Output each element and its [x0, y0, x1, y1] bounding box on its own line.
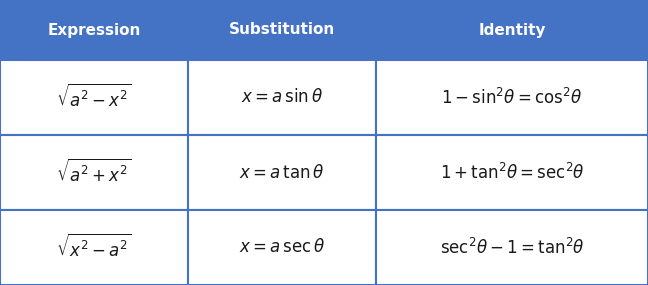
Bar: [188, 0, 376, 60]
Text: $x = a\,\tan\theta$: $x = a\,\tan\theta$: [239, 164, 325, 182]
Text: $\sec^2\!\theta - 1 = \tan^2\!\theta$: $\sec^2\!\theta - 1 = \tan^2\!\theta$: [439, 237, 584, 258]
Text: Identity: Identity: [478, 23, 546, 38]
Text: $x = a\,\sec\theta$: $x = a\,\sec\theta$: [239, 239, 325, 256]
Bar: [188, 210, 376, 285]
Bar: [0, 210, 188, 285]
Bar: [0, 135, 188, 210]
Bar: [376, 0, 648, 60]
Text: $x = a\,\sin\theta$: $x = a\,\sin\theta$: [241, 89, 323, 107]
Bar: [188, 60, 376, 135]
Text: Expression: Expression: [47, 23, 141, 38]
Text: $1 + \tan^2\!\theta = \sec^2\!\theta$: $1 + \tan^2\!\theta = \sec^2\!\theta$: [439, 162, 584, 183]
Bar: [188, 135, 376, 210]
Text: $1 - \sin^2\!\theta = \cos^2\!\theta$: $1 - \sin^2\!\theta = \cos^2\!\theta$: [441, 87, 583, 107]
Bar: [0, 0, 188, 60]
Text: Substitution: Substitution: [229, 23, 335, 38]
Bar: [376, 135, 648, 210]
Bar: [376, 210, 648, 285]
Text: $\sqrt{x^2 - a^2}$: $\sqrt{x^2 - a^2}$: [56, 234, 132, 261]
Text: $\sqrt{a^2 + x^2}$: $\sqrt{a^2 + x^2}$: [56, 159, 132, 186]
Text: $\sqrt{a^2 - x^2}$: $\sqrt{a^2 - x^2}$: [56, 84, 132, 111]
Bar: [0, 60, 188, 135]
Bar: [376, 60, 648, 135]
